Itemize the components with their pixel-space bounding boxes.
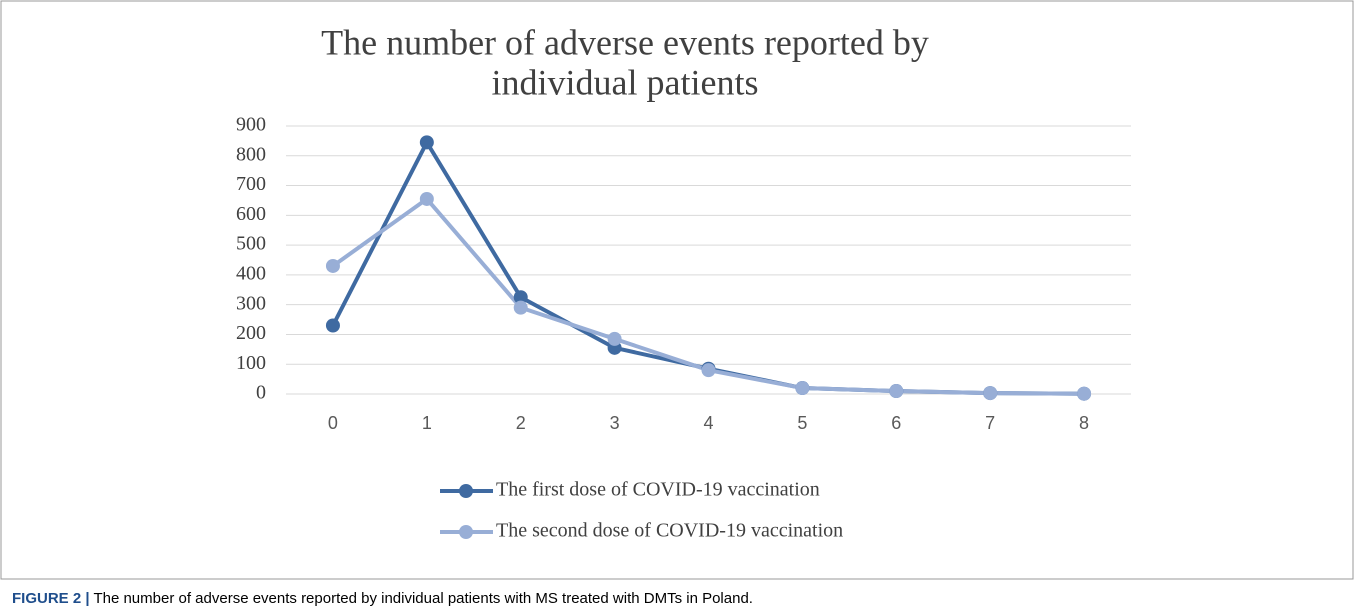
caption-text: The number of adverse events reported by… [93, 590, 753, 607]
x-tick-label: 6 [891, 413, 901, 433]
data-point [513, 300, 528, 315]
y-tick-label: 700 [236, 173, 266, 195]
legend-marker [459, 525, 473, 539]
x-tick-label: 7 [985, 413, 995, 433]
x-tick-label: 8 [1079, 413, 1089, 433]
data-point [983, 386, 998, 401]
chart-title: The number of adverse events reported by [321, 22, 929, 62]
data-point [419, 191, 434, 206]
data-point [325, 318, 340, 333]
y-tick-label: 300 [236, 292, 266, 314]
x-tick-label: 1 [422, 413, 432, 433]
chart-title: individual patients [492, 62, 759, 102]
y-tick-label: 600 [236, 203, 266, 225]
y-tick-label: 100 [236, 352, 266, 374]
series-line [331, 140, 1085, 396]
data-point [889, 384, 904, 399]
caption-label: FIGURE 2 | [12, 590, 90, 607]
data-point [701, 363, 716, 378]
y-tick-label: 800 [236, 143, 266, 165]
data-point [607, 331, 622, 346]
legend-label: The first dose of COVID-19 vaccination [496, 479, 820, 501]
y-tick-label: 500 [236, 233, 266, 255]
y-tick-label: 200 [236, 322, 266, 344]
data-point [1077, 386, 1092, 401]
x-tick-label: 4 [703, 413, 713, 433]
legend-label: The second dose of COVID-19 vaccination [496, 520, 843, 542]
caption: FIGURE 2 | The number of adverse events … [12, 590, 753, 607]
x-tick-label: 5 [797, 413, 807, 433]
y-tick-label: 900 [236, 114, 266, 136]
data-point [795, 381, 810, 396]
x-tick-label: 0 [328, 413, 338, 433]
y-tick-label: 400 [236, 262, 266, 284]
legend-marker [459, 484, 473, 498]
y-tick-label: 0 [256, 382, 266, 404]
x-tick-label: 3 [610, 413, 620, 433]
x-tick-label: 2 [516, 413, 526, 433]
data-point [419, 135, 434, 150]
frame [0, 0, 1354, 580]
data-point [325, 258, 340, 273]
data-point [513, 290, 528, 305]
